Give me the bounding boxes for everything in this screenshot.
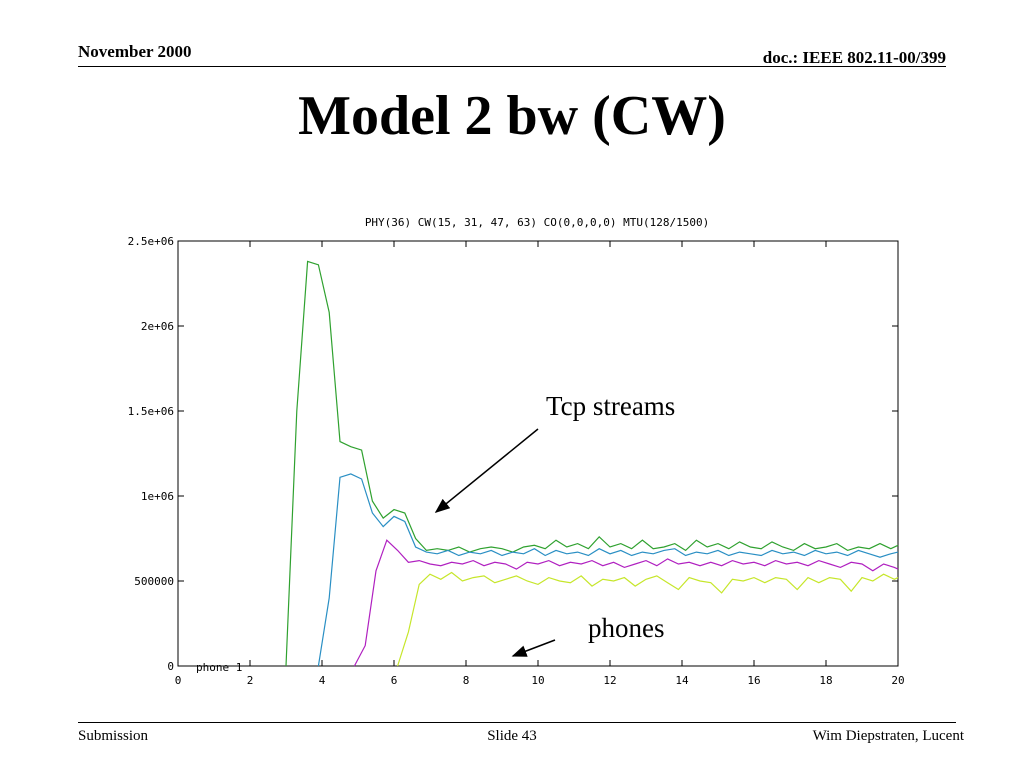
series-line-4	[397, 571, 899, 667]
y-tick-label: 500000	[134, 575, 174, 588]
x-tick-label: 6	[391, 674, 398, 687]
y-tick-label: 1e+06	[141, 490, 174, 503]
header-date: November 2000	[78, 42, 192, 61]
y-tick-label: 0	[167, 660, 174, 673]
x-tick-label: 12	[603, 674, 616, 687]
legend-entry: phone 1	[196, 661, 242, 674]
header-rule	[78, 66, 946, 67]
x-tick-label: 10	[531, 674, 544, 687]
slide-title: Model 2 bw (CW)	[298, 85, 726, 147]
x-tick-label: 16	[747, 674, 760, 687]
y-tick-label: 2e+06	[141, 320, 174, 333]
phones-arrow	[511, 639, 556, 657]
y-tick-label: 2.5e+06	[128, 235, 174, 248]
footer-rule	[78, 722, 956, 723]
x-tick-label: 4	[319, 674, 326, 687]
footer-slide-number: Slide 43	[487, 728, 537, 744]
x-tick-label: 14	[675, 674, 689, 687]
y-tick-label: 1.5e+06	[128, 405, 174, 418]
x-tick-label: 20	[891, 674, 904, 687]
phones-label: phones	[588, 613, 665, 643]
chart-title: PHY(36) CW(15, 31, 47, 63) CO(0,0,0,0) M…	[365, 216, 709, 229]
x-tick-label: 2	[247, 674, 254, 687]
series-line-2	[317, 473, 899, 667]
x-tick-label: 0	[175, 674, 182, 687]
tcp-streams-arrow	[434, 428, 539, 513]
footer-author: Wim Diepstraten, Lucent	[812, 728, 964, 744]
bandwidth-chart: PHY(36) CW(15, 31, 47, 63) CO(0,0,0,0) M…	[128, 216, 905, 687]
header-doc-id: doc.: IEEE 802.11-00/399	[762, 48, 946, 67]
footer-submission: Submission	[78, 728, 149, 744]
x-tick-label: 8	[463, 674, 470, 687]
series-line-1	[285, 260, 899, 667]
tcp-streams-label: Tcp streams	[546, 391, 676, 421]
x-tick-label: 18	[819, 674, 832, 687]
series-line-3	[353, 539, 899, 667]
